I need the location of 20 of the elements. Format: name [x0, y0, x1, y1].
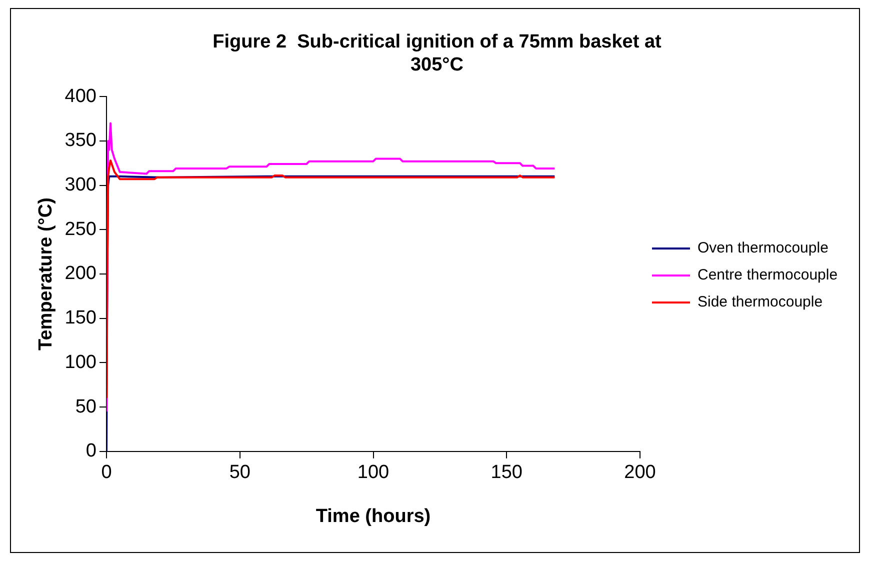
y-axis-title: Temperature (°C) — [36, 198, 57, 350]
chart-title: Figure 2 Sub-critical ignition of a 75mm basket at 305°C — [212, 32, 662, 76]
x-tick-label: 150 — [490, 462, 522, 484]
y-tick-label: 100 — [64, 352, 96, 373]
y-tick-label: 200 — [64, 263, 96, 284]
y-tick-label: 250 — [64, 218, 96, 240]
y-tick-label: 300 — [64, 174, 96, 196]
x-tick-label: 50 — [229, 462, 250, 484]
y-tick-label: 350 — [64, 130, 96, 152]
legend-label: Side thermocouple — [698, 294, 823, 311]
y-tick-label: 50 — [75, 396, 96, 418]
legend-label: Oven thermocouple — [698, 240, 828, 257]
x-tick-label: 100 — [357, 462, 390, 484]
y-tick-label: 400 — [64, 86, 96, 107]
legend-label: Centre thermocouple — [698, 266, 838, 284]
x-tick-label: 0 — [101, 462, 112, 484]
y-tick-label: 0 — [86, 440, 96, 462]
x-tick-label: 200 — [624, 462, 656, 484]
y-tick-label: 150 — [64, 308, 96, 329]
x-axis-title: Time (hours) — [316, 506, 431, 527]
